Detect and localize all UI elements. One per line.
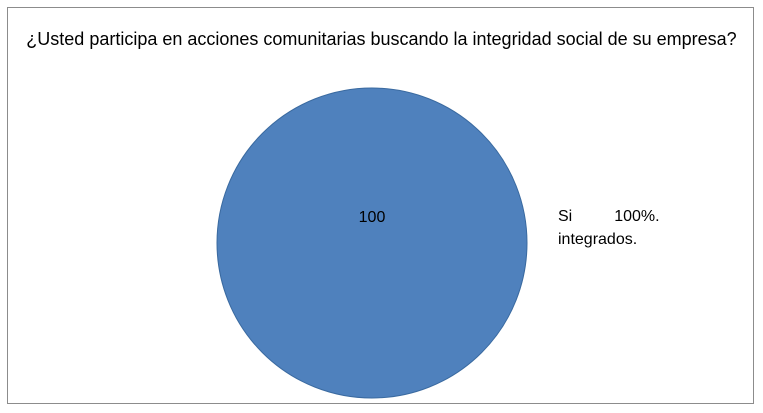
chart-title: ¿Usted participa en acciones comunitaria…	[26, 29, 737, 49]
pie-slice-0	[216, 87, 528, 399]
data-label: 100	[359, 209, 386, 226]
slice-category: Si	[558, 208, 573, 225]
slice-label: Si 100%. integrados.	[558, 205, 660, 251]
slice-percent: 100%.	[614, 208, 660, 225]
slice-note: integrados.	[558, 231, 638, 248]
